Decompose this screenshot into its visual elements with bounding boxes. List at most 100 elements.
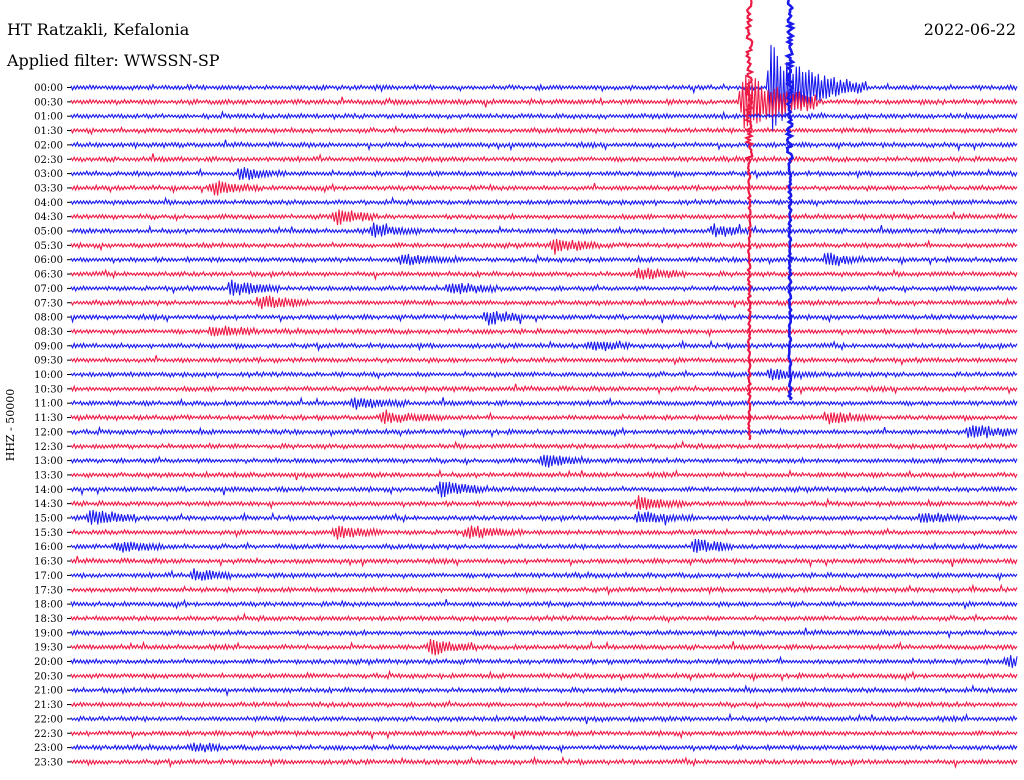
tick-label: 12:30 bbox=[34, 442, 63, 453]
tick-label: 09:30 bbox=[34, 356, 63, 367]
trace-line bbox=[70, 311, 1018, 326]
trace-line bbox=[70, 153, 1018, 164]
tick-label: 15:30 bbox=[34, 528, 63, 539]
tick-label: 13:30 bbox=[34, 470, 63, 481]
tick-label: 20:00 bbox=[34, 657, 63, 668]
trace-line bbox=[70, 612, 1018, 624]
trace-line bbox=[70, 655, 1018, 668]
earthquake-spike bbox=[784, 0, 796, 401]
tick-label: 04:00 bbox=[34, 198, 63, 209]
tick-label: 13:00 bbox=[34, 456, 63, 467]
trace-line bbox=[70, 627, 1018, 640]
tick-label: 07:30 bbox=[34, 298, 63, 309]
trace-line bbox=[70, 481, 1018, 498]
trace-line bbox=[70, 180, 1018, 196]
tick-label: 20:30 bbox=[34, 671, 63, 682]
trace-line bbox=[70, 598, 1018, 611]
trace-line bbox=[70, 209, 1018, 226]
tick-label: 23:00 bbox=[34, 743, 63, 754]
tick-label: 23:30 bbox=[34, 757, 63, 768]
trace-line bbox=[70, 74, 1018, 129]
trace-line bbox=[70, 222, 1018, 238]
tick-label: 09:00 bbox=[34, 341, 63, 352]
tick-label: 16:30 bbox=[34, 557, 63, 568]
trace-line bbox=[70, 538, 1018, 553]
trace-line bbox=[70, 639, 1018, 656]
tick-label: 00:30 bbox=[34, 97, 63, 108]
tick-label: 17:30 bbox=[34, 585, 63, 596]
trace-line bbox=[70, 355, 1018, 367]
tick-label: 01:30 bbox=[34, 126, 63, 137]
tick-label: 03:00 bbox=[34, 169, 63, 180]
trace-line bbox=[70, 425, 1018, 439]
tick-label: 04:30 bbox=[34, 212, 63, 223]
tick-label: 03:30 bbox=[34, 183, 63, 194]
trace-line bbox=[70, 409, 1018, 425]
trace-line bbox=[70, 267, 1018, 282]
tick-label: 08:00 bbox=[34, 313, 63, 324]
tick-label: 02:00 bbox=[34, 140, 63, 151]
trace-line bbox=[70, 339, 1018, 353]
tick-label: 22:00 bbox=[34, 714, 63, 725]
trace-line bbox=[70, 509, 1018, 526]
trace-line bbox=[70, 325, 1018, 338]
tick-label: 05:30 bbox=[34, 241, 63, 252]
tick-label: 01:00 bbox=[34, 112, 63, 123]
trace-line bbox=[70, 729, 1018, 741]
trace-line bbox=[70, 110, 1018, 121]
trace-line bbox=[70, 568, 1018, 582]
trace-line bbox=[70, 295, 1018, 310]
trace-line bbox=[70, 383, 1018, 396]
tick-label: 10:30 bbox=[34, 384, 63, 395]
tick-label: 11:30 bbox=[34, 413, 63, 424]
tick-label: 00:00 bbox=[34, 83, 63, 94]
trace-line bbox=[70, 495, 1018, 510]
tick-label: 18:30 bbox=[34, 614, 63, 625]
trace-line bbox=[70, 252, 1018, 267]
trace-line bbox=[70, 454, 1018, 468]
filter-label: Applied filter: WWSSN-SP bbox=[7, 51, 220, 70]
tick-label: 15:00 bbox=[34, 514, 63, 525]
tick-label: 02:30 bbox=[34, 155, 63, 166]
trace-line bbox=[70, 125, 1018, 136]
trace-line bbox=[70, 525, 1018, 540]
date-label: 2022-06-22 bbox=[923, 20, 1016, 39]
tick-label: 11:00 bbox=[34, 399, 63, 410]
tick-label: 19:00 bbox=[34, 628, 63, 639]
tick-label: 06:00 bbox=[34, 255, 63, 266]
trace-line bbox=[70, 439, 1018, 451]
tick-label: 12:00 bbox=[34, 427, 63, 438]
tick-label: 16:00 bbox=[34, 542, 63, 553]
earthquake-spike bbox=[743, 0, 755, 441]
trace-line bbox=[70, 683, 1018, 698]
tick-label: 21:30 bbox=[34, 700, 63, 711]
trace-line bbox=[70, 196, 1018, 208]
tick-label: 22:30 bbox=[34, 729, 63, 740]
trace-line bbox=[70, 712, 1018, 725]
tick-label: 19:30 bbox=[34, 643, 63, 654]
time-axis-ticks: 00:00 00:30 01:00 01:30 02:00 02:30 03:00 03:30… bbox=[34, 83, 71, 768]
tick-label: 18:00 bbox=[34, 600, 63, 611]
trace-line bbox=[70, 699, 1018, 710]
trace-line bbox=[70, 167, 1018, 181]
tick-label: 05:00 bbox=[34, 227, 63, 238]
y-axis-label: HHZ - 50000 bbox=[4, 389, 17, 462]
trace-line bbox=[70, 755, 1018, 769]
tick-label: 14:30 bbox=[34, 499, 63, 510]
tick-label: 10:00 bbox=[34, 370, 63, 381]
trace-line bbox=[70, 742, 1018, 754]
tick-label: 17:00 bbox=[34, 571, 63, 582]
tick-label: 06:30 bbox=[34, 270, 63, 281]
trace-line bbox=[70, 44, 1018, 131]
tick-label: 14:00 bbox=[34, 485, 63, 496]
trace-line bbox=[70, 555, 1018, 569]
seismogram-traces bbox=[70, 0, 1018, 769]
tick-label: 07:00 bbox=[34, 284, 63, 295]
trace-line bbox=[70, 139, 1018, 152]
trace-line bbox=[70, 279, 1018, 296]
trace-line bbox=[70, 396, 1018, 410]
station-title: HT Ratzakli, Kefalonia bbox=[7, 20, 190, 39]
trace-line bbox=[70, 238, 1018, 255]
trace-line bbox=[70, 669, 1018, 683]
